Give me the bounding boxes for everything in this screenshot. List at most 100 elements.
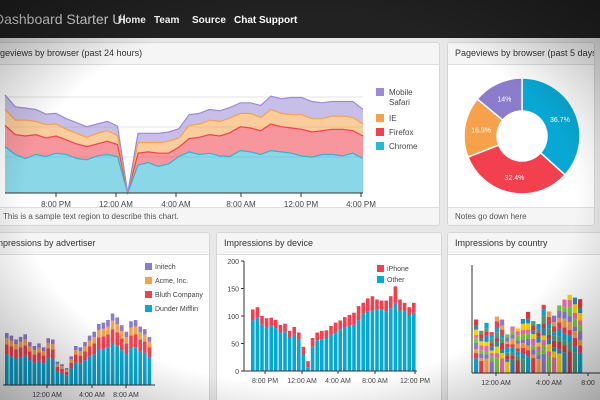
bar-other bbox=[402, 310, 407, 371]
bar-segment bbox=[18, 357, 23, 385]
bar-segment bbox=[546, 344, 551, 352]
bar-segment bbox=[64, 369, 69, 372]
bar-segment bbox=[536, 324, 541, 330]
bar-iphone bbox=[347, 314, 352, 326]
device-chart: 0 50 100 150 200 8:00 PM 12:00 AM 4:00 AM 8:00 A… bbox=[227, 259, 430, 385]
bar-segment bbox=[572, 337, 577, 347]
bar-segment bbox=[51, 344, 55, 350]
bar-segment bbox=[567, 330, 572, 335]
bar-segment bbox=[484, 335, 489, 342]
bar-other bbox=[260, 324, 264, 371]
bar-segment bbox=[505, 344, 510, 348]
bar-segment bbox=[106, 347, 110, 385]
bar-segment bbox=[520, 353, 525, 359]
x-tick-label: 8:00 AM bbox=[362, 378, 388, 385]
bar-segment bbox=[474, 325, 479, 330]
bar-segment bbox=[541, 315, 546, 324]
bar-segment bbox=[578, 325, 583, 332]
panel-title: Impressions by advertiser bbox=[0, 238, 96, 248]
bar-segment bbox=[138, 339, 142, 352]
bar-other bbox=[264, 327, 269, 371]
line-mobile-safari bbox=[4, 94, 364, 194]
bar-segment bbox=[562, 352, 567, 373]
x-tick-label: 8:00 PM bbox=[41, 200, 71, 207]
bar-segment bbox=[536, 354, 541, 360]
bar-segment bbox=[557, 353, 562, 373]
brand-title[interactable]: Dashboard Starter UI bbox=[0, 11, 127, 27]
bar-segment bbox=[18, 347, 23, 358]
nav-source[interactable]: Source bbox=[192, 15, 226, 26]
bar-other bbox=[375, 309, 379, 371]
bar-iphone bbox=[324, 330, 329, 338]
bar-segment bbox=[500, 338, 505, 343]
bar-segment bbox=[41, 355, 46, 364]
bar-segment bbox=[479, 338, 484, 342]
panel-heading: Pageviews by browser (past 24 hours) bbox=[0, 43, 439, 65]
bar-segment bbox=[520, 339, 525, 343]
legend-swatch bbox=[376, 114, 384, 122]
nav-home[interactable]: Home bbox=[118, 15, 146, 26]
bar-segment bbox=[484, 354, 489, 359]
bar-segment bbox=[494, 316, 499, 322]
bar-segment bbox=[110, 313, 115, 321]
bar-other bbox=[393, 302, 398, 371]
panel-title: Impressions by device bbox=[224, 238, 314, 248]
bar-iphone bbox=[320, 330, 324, 340]
bar-segment bbox=[531, 321, 536, 326]
bar-segment bbox=[69, 362, 73, 369]
nav-team[interactable]: Team bbox=[154, 15, 180, 26]
bar-segment bbox=[531, 325, 536, 331]
bar-segment bbox=[536, 336, 541, 343]
bar-segment bbox=[578, 339, 583, 346]
bar-segment bbox=[515, 340, 520, 344]
bar-segment bbox=[23, 339, 27, 346]
bar-segment bbox=[515, 331, 520, 336]
bar-segment bbox=[515, 355, 520, 361]
bar-segment bbox=[578, 299, 583, 308]
bar-segment bbox=[133, 334, 138, 348]
bar-segment bbox=[474, 342, 479, 350]
bar-segment bbox=[32, 362, 37, 385]
bar-iphone bbox=[301, 346, 306, 355]
bar-segment bbox=[64, 368, 69, 370]
bar-segment bbox=[578, 331, 583, 340]
bar-segment bbox=[526, 350, 531, 357]
bar-segment bbox=[494, 346, 499, 354]
bar-segment bbox=[557, 310, 562, 318]
bar-segment bbox=[541, 345, 546, 354]
line-chrome bbox=[4, 146, 364, 195]
bar-segment bbox=[9, 335, 14, 341]
nav-chat-support[interactable]: Chat Support bbox=[234, 15, 298, 26]
bar-segment bbox=[505, 352, 510, 356]
bar-iphone bbox=[315, 332, 319, 341]
donut-chart: 36.7% 32.4% 16.9% 14% bbox=[463, 77, 581, 195]
bar-segment bbox=[55, 366, 60, 372]
x-tick-label: 8:00 AM bbox=[226, 200, 256, 207]
legend-label: IE bbox=[389, 114, 397, 123]
bar-segment bbox=[510, 347, 515, 353]
bar-segment bbox=[129, 335, 133, 349]
bar-segment bbox=[87, 335, 92, 341]
bar-segment bbox=[515, 360, 520, 373]
bar-segment bbox=[489, 338, 494, 344]
bar-segment bbox=[474, 319, 479, 326]
panel-title: Pageviews by browser (past 5 days) bbox=[455, 48, 595, 58]
bar-segment bbox=[578, 320, 583, 326]
bar-segment bbox=[541, 353, 546, 373]
bar-segment bbox=[567, 299, 572, 307]
bar-segment bbox=[520, 358, 525, 373]
bar-segment bbox=[92, 337, 96, 344]
bar-segment bbox=[484, 345, 489, 351]
panel-heading: Impressions by country bbox=[448, 233, 600, 255]
bar-segment bbox=[484, 358, 489, 373]
bar-other bbox=[347, 325, 352, 371]
bar-segment bbox=[37, 360, 41, 385]
bar-segment bbox=[505, 337, 510, 342]
legend-swatch bbox=[145, 277, 152, 284]
bar-iphone bbox=[260, 316, 264, 325]
bar-segment bbox=[489, 356, 494, 362]
bar-segment bbox=[97, 330, 101, 338]
y-tick-label: 100 bbox=[227, 314, 239, 321]
advertiser-chart: 12:00 AM 4:00 AM 8:00 AM Initech Acme, Inc. B… bbox=[3, 263, 203, 399]
bar-iphone bbox=[389, 296, 393, 309]
